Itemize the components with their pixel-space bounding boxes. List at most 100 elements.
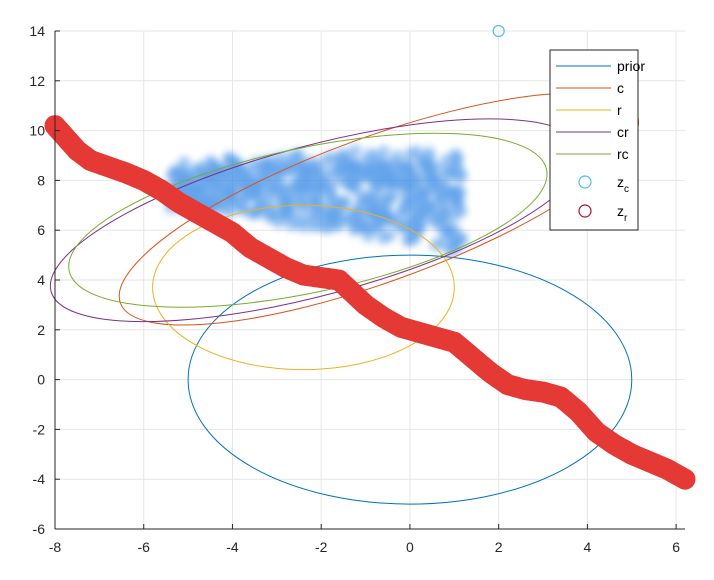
cloud-point: [424, 171, 438, 185]
cloud-point: [414, 152, 428, 166]
cloud-point: [452, 170, 466, 184]
cloud-point: [318, 154, 332, 168]
cloud-point: [275, 151, 289, 165]
cloud-point: [275, 193, 289, 207]
cloud-point: [439, 153, 453, 167]
ellipse-prior: [187, 254, 633, 505]
cloud-point: [298, 163, 312, 177]
cloud-point: [379, 198, 393, 212]
y-tick-label: 14: [29, 23, 45, 39]
cloud-point: [447, 209, 461, 223]
cloud-point: [307, 214, 321, 228]
cloud-point: [345, 168, 359, 182]
x-tick-label: 0: [406, 539, 414, 555]
ellipse-r: [152, 204, 455, 371]
cloud-point: [192, 182, 206, 196]
cloud-point: [362, 165, 376, 179]
cloud-point: [197, 192, 211, 206]
cloud-point: [180, 170, 194, 184]
cloud-point: [326, 208, 340, 222]
cloud-point: [259, 174, 273, 188]
z-c-point: [492, 24, 505, 38]
cloud-point: [403, 187, 417, 201]
legend-label-prior: prior: [617, 58, 645, 74]
cloud-point: [314, 166, 328, 180]
cloud-point: [400, 216, 414, 230]
cloud-point: [370, 216, 384, 230]
legend-box: [549, 49, 639, 231]
x-tick-label: 2: [495, 539, 503, 555]
z-c-points: [492, 24, 505, 38]
x-tick-label: 4: [583, 539, 591, 555]
cloud-point: [271, 164, 285, 178]
legend-marker-z-r: [578, 204, 592, 218]
cloud-point: [384, 172, 398, 186]
cloud-point: [325, 165, 339, 179]
cloud-point: [401, 162, 415, 176]
x-tick-label: -4: [226, 539, 239, 555]
ellipse-rc: [68, 132, 548, 308]
cloud-point: [435, 236, 449, 250]
cloud-point: [348, 144, 362, 158]
cloud-point: [227, 154, 241, 168]
legend-marker-z-c: [578, 175, 592, 189]
cloud-point: [276, 182, 290, 196]
cloud-point: [412, 170, 426, 184]
legend: prior c r cr rc zc zr: [549, 49, 645, 231]
x-tick-label: 6: [672, 539, 680, 555]
x-tick-label: -8: [49, 539, 62, 555]
cloud-point: [424, 198, 438, 212]
cloud-point: [236, 202, 250, 216]
cloud-point: [291, 215, 305, 229]
y-tick-label: 10: [29, 123, 45, 139]
cloud-point: [390, 149, 404, 163]
legend-label-cr: cr: [617, 124, 629, 140]
y-tick-label: 12: [29, 73, 45, 89]
cloud-point: [199, 167, 213, 181]
cloud-point: [351, 205, 365, 219]
cloud-point: [304, 194, 318, 208]
cloud-point: [227, 182, 241, 196]
y-tick-label: -6: [33, 521, 46, 537]
cloud-point: [336, 197, 350, 211]
legend-label-z-r: zr: [617, 203, 628, 224]
cloud-point: [223, 195, 237, 209]
z-r-points: [44, 115, 696, 490]
cloud-point: [415, 187, 429, 201]
cloud-point: [333, 153, 347, 167]
cloud-point: [355, 221, 369, 235]
y-tick-label: 0: [37, 372, 45, 388]
y-tick-label: 6: [37, 222, 45, 238]
legend-label-c: c: [617, 80, 624, 96]
cloud-point: [343, 213, 357, 227]
legend-label-rc: rc: [617, 146, 629, 162]
cloud-point: [177, 156, 191, 170]
cloud-point: [434, 209, 448, 223]
y-tick-label: -4: [33, 471, 46, 487]
x-tick-label: -6: [138, 539, 151, 555]
cloud-point: [431, 187, 445, 201]
cloud-point: [212, 175, 226, 189]
y-tick-label: 8: [37, 172, 45, 188]
cloud-point: [413, 221, 427, 235]
cloud-point: [383, 229, 397, 243]
y-tick-label: 2: [37, 322, 45, 338]
x-tick-label: -2: [315, 539, 328, 555]
cloud-point: [363, 190, 377, 204]
z-r-point: [674, 468, 696, 490]
cloud-point: [386, 188, 400, 202]
cloud-point: [449, 236, 463, 250]
legend-label-z-c: zc: [617, 174, 629, 195]
cloud-point: [268, 203, 282, 217]
cloud-point: [169, 167, 183, 181]
cloud-point: [381, 209, 395, 223]
cloud-point: [375, 160, 389, 174]
cloud-point: [343, 157, 357, 171]
cloud-point: [409, 199, 423, 213]
legend-label-r: r: [617, 102, 622, 118]
cloud-point: [452, 183, 466, 197]
cloud-point: [297, 174, 311, 188]
cloud-point: [252, 203, 266, 217]
